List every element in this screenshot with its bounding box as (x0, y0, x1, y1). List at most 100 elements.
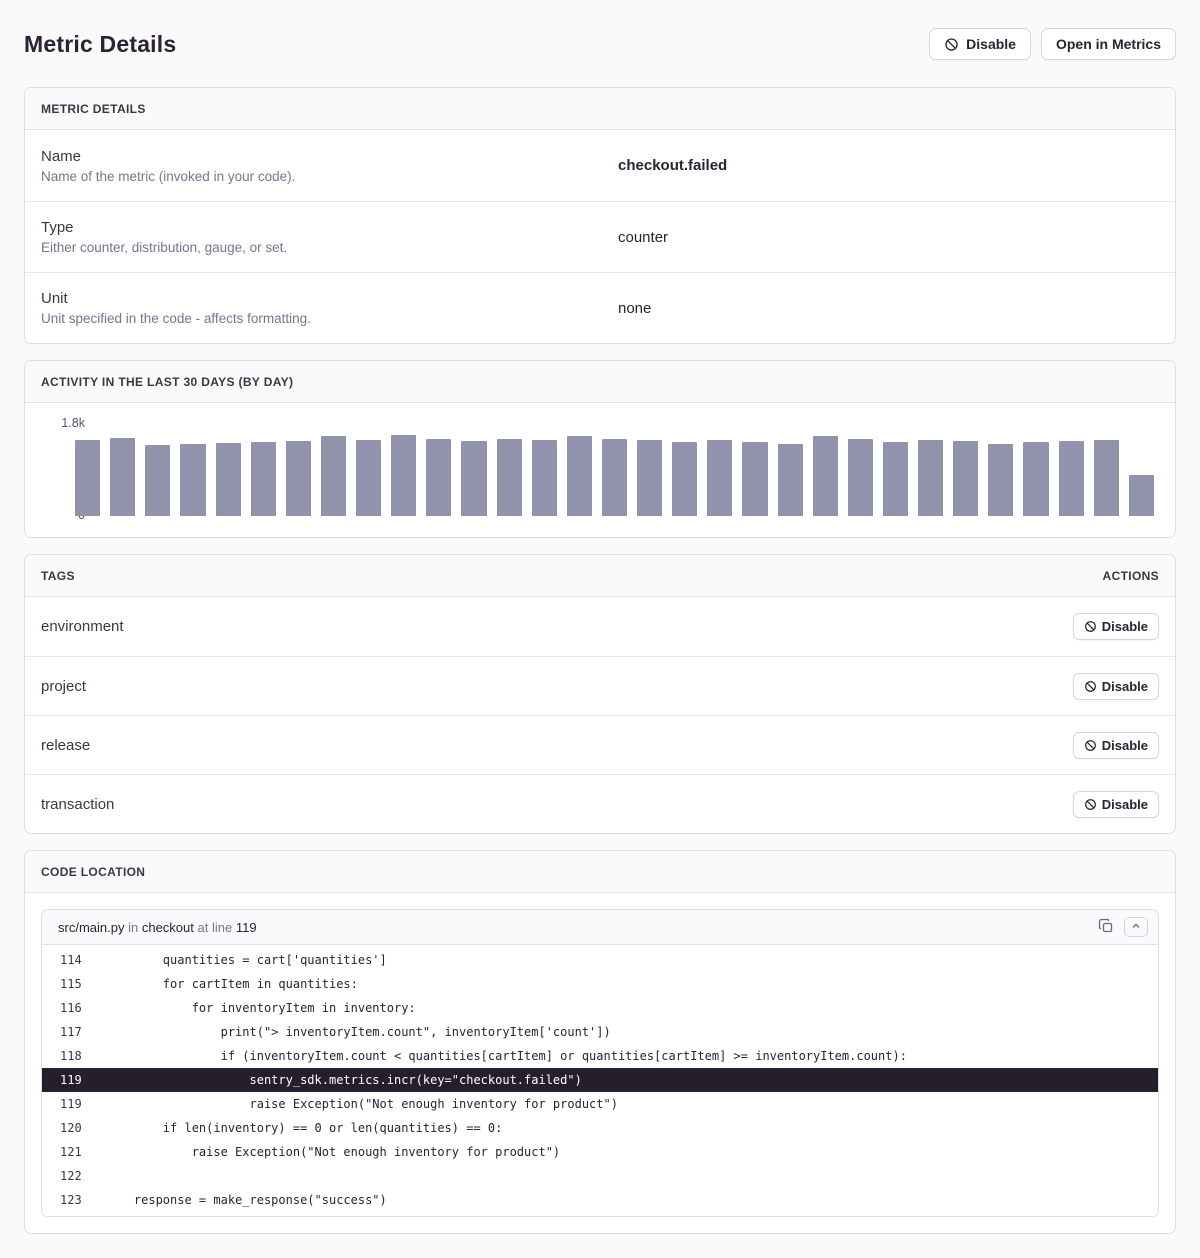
disable-metric-button-label: Disable (966, 36, 1016, 52)
tag-disable-button[interactable]: Disable (1072, 613, 1159, 640)
code-line-text: print("> inventoryItem.count", inventory… (105, 1025, 611, 1039)
activity-bar (496, 439, 522, 516)
tag-label: project (41, 677, 87, 695)
code-line-number: 116 (60, 1001, 82, 1015)
code-line-text: response = make_response("success") (105, 1193, 387, 1207)
code-line: 117 print("> inventoryItem.count", inven… (42, 1020, 1158, 1044)
tags-actions-column-header: ACTIONS (1102, 568, 1159, 583)
code-line-number: 119 (235, 919, 257, 935)
activity-bar (672, 441, 698, 516)
tag-disable-button-label: Disable (1101, 737, 1148, 753)
page-title: Metric Details (24, 30, 177, 57)
activity-bar (356, 439, 382, 516)
open-in-metrics-button[interactable]: Open in Metrics (1040, 28, 1176, 60)
activity-bar (426, 438, 452, 516)
activity-bar (285, 440, 311, 516)
activity-bar (707, 439, 733, 516)
code-line-number: 120 (60, 1121, 82, 1135)
tag-disable-button[interactable]: Disable (1072, 790, 1159, 818)
code-location-breadcrumb: src/main.py in checkout at line 119 (58, 920, 257, 935)
code-line-highlighted: 119 sentry_sdk.metrics.incr(key="checkou… (42, 1068, 1158, 1092)
code-line: 116 for inventoryItem in inventory: (42, 996, 1158, 1020)
code-line: 121 raise Exception("Not enough inventor… (42, 1140, 1158, 1164)
code-line-number: 119 (60, 1073, 82, 1087)
activity-bar (777, 444, 803, 516)
top-bar: Metric Details Disable Open in Metrics (24, 24, 1176, 62)
activity-bar (531, 440, 557, 516)
tag-rows: environment Disable project Disable release D… (25, 597, 1175, 833)
metric-unit-value: none (618, 299, 652, 317)
code-location-panel-header: CODE LOCATION (25, 851, 1175, 893)
tag-label: release (41, 736, 91, 754)
code-line: 119 raise Exception("Not enough inventor… (42, 1092, 1158, 1116)
code-line: 118 if (inventoryItem.count < quantities… (42, 1044, 1158, 1068)
activity-bar (601, 439, 627, 516)
metric-type-value: counter (618, 228, 669, 246)
activity-bar (320, 436, 346, 516)
code-line-text: quantities = cart['quantities'] (105, 953, 387, 967)
tag-row: release Disable (25, 715, 1175, 774)
code-in-word: in (128, 919, 139, 935)
tag-row: project Disable (25, 656, 1175, 715)
code-line-number: 118 (60, 1049, 82, 1063)
tag-disable-button-label: Disable (1101, 619, 1148, 634)
activity-bar (742, 441, 768, 516)
code-line: 115 for cartItem in quantities: (42, 972, 1158, 996)
activity-bar (988, 443, 1014, 516)
activity-bar (847, 438, 873, 516)
metric-unit-label: Unit (41, 290, 68, 307)
code-line-number: 121 (60, 1145, 82, 1159)
copy-code-button[interactable] (1096, 916, 1116, 939)
code-line: 122 (42, 1164, 1158, 1188)
bar-series (75, 426, 1154, 516)
code-lines: 114 quantities = cart['quantities'] 115 f… (42, 945, 1158, 1216)
activity-bar (918, 440, 944, 516)
activity-bar-chart: 1.8k 0 (25, 403, 1175, 537)
activity-bar (461, 440, 487, 516)
disable-metric-button[interactable]: Disable (929, 28, 1031, 60)
tag-label: transaction (41, 795, 115, 813)
collapse-code-button[interactable] (1124, 917, 1148, 937)
metric-type-label: Type (41, 219, 74, 236)
code-line: 123 response = make_response("success") (42, 1188, 1158, 1212)
code-line-number: 123 (60, 1193, 82, 1207)
activity-bar (1093, 439, 1119, 516)
chevron-up-icon (1130, 920, 1142, 935)
code-function-name: checkout (141, 919, 194, 935)
metric-name-description: Name of the metric (invoked in your code… (41, 168, 296, 184)
code-snippet-header: src/main.py in checkout at line 119 (42, 910, 1158, 945)
not-allowed-icon (1084, 680, 1097, 693)
activity-bar (145, 444, 171, 516)
activity-panel-title: ACTIVITY IN THE LAST 30 DAYS (BY DAY) (41, 374, 294, 389)
tag-disable-button-label: Disable (1101, 796, 1148, 812)
tags-panel-title: TAGS (41, 568, 75, 583)
activity-panel: ACTIVITY IN THE LAST 30 DAYS (BY DAY) 1.… (24, 360, 1176, 538)
metric-type-description: Either counter, distribution, gauge, or … (41, 240, 288, 255)
metric-type-row: Type Either counter, distribution, gauge… (25, 201, 1175, 272)
y-axis-max-label: 1.8k (61, 416, 85, 430)
activity-bar (882, 441, 908, 516)
activity-bar (953, 441, 979, 516)
activity-bar (391, 435, 417, 516)
code-file-path: src/main.py (58, 919, 125, 935)
code-line-text: sentry_sdk.metrics.incr(key="checkout.fa… (105, 1073, 582, 1087)
metric-details-panel-header: METRIC DETAILS (25, 88, 1175, 130)
metric-details-panel: METRIC DETAILS Name Name of the metric (… (24, 87, 1176, 344)
activity-bar (215, 442, 241, 516)
tag-row: environment Disable (25, 597, 1175, 656)
metric-name-value: checkout.failed (618, 157, 728, 174)
tag-disable-button[interactable]: Disable (1072, 731, 1159, 759)
tag-row: transaction Disable (25, 774, 1175, 833)
code-location-panel-title: CODE LOCATION (41, 864, 146, 879)
not-allowed-icon (1084, 620, 1097, 633)
activity-bar (110, 438, 136, 516)
code-line-text: for inventoryItem in inventory: (105, 1001, 416, 1015)
tag-disable-button[interactable]: Disable (1072, 672, 1159, 700)
code-line: 114 quantities = cart['quantities'] (42, 948, 1158, 972)
activity-bar (75, 440, 101, 516)
metric-details-panel-title: METRIC DETAILS (41, 101, 146, 116)
activity-bar (180, 443, 206, 516)
activity-bar (1128, 475, 1154, 516)
tags-panel-header: TAGS ACTIONS (25, 555, 1175, 597)
